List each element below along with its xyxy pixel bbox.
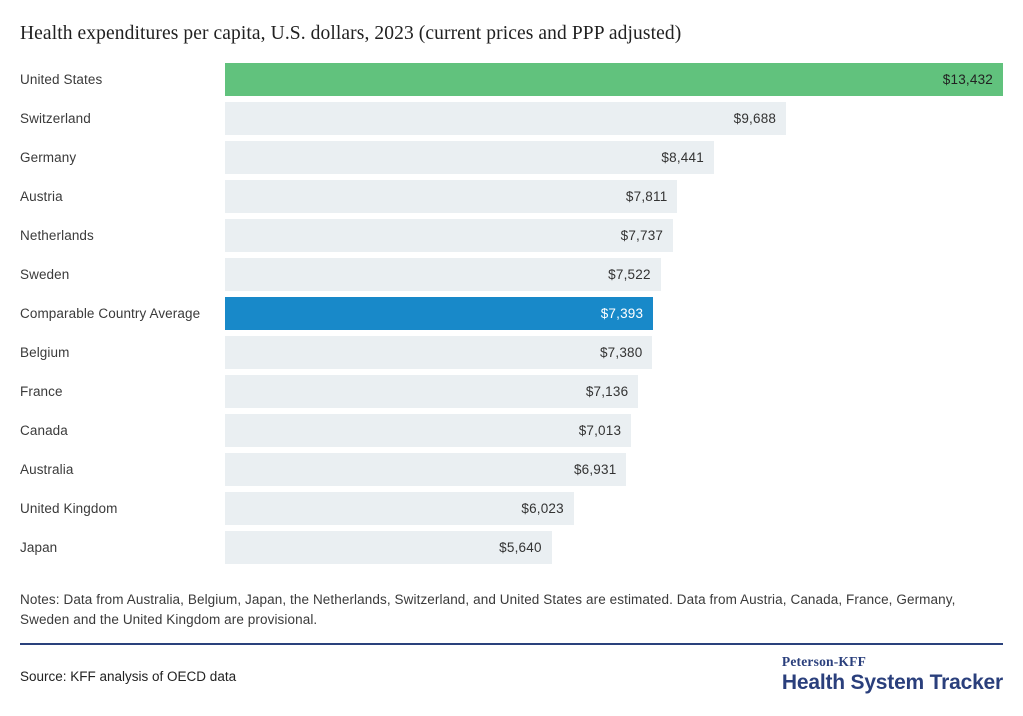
category-label: Comparable Country Average — [20, 306, 201, 321]
chart-row: Australia $6,931 — [20, 450, 1003, 489]
bar-value-label: $6,931 — [573, 462, 617, 477]
chart-row: United States $13,432 — [20, 60, 1003, 99]
source-text: Source: KFF analysis of OECD data — [20, 668, 237, 684]
bar-value-label: $9,688 — [733, 111, 777, 126]
logo-line2: Health System Tracker — [781, 671, 1003, 695]
bar-value-label: $7,013 — [578, 423, 622, 438]
category-label: Sweden — [20, 267, 70, 282]
bar-chart: United States $13,432 Switzerland $9,688… — [20, 60, 1003, 567]
bar[interactable]: $8,441 — [225, 141, 714, 174]
bar-track: $6,931 — [225, 453, 1003, 486]
bar-value-label: $13,432 — [942, 72, 993, 87]
category-label: United States — [20, 72, 103, 87]
logo-line1: Peterson-KFF — [781, 653, 867, 669]
chart-row: Austria $7,811 — [20, 177, 1003, 216]
chart-footer: Source: KFF analysis of OECD data Peters… — [20, 653, 1003, 695]
category-label: Switzerland — [20, 111, 91, 126]
bar-value-label: $6,023 — [521, 501, 564, 516]
category-label: Japan — [20, 540, 58, 555]
peterson-kff-logo: Peterson-KFF Health System Tracker — [781, 653, 1003, 695]
category-label: United Kingdom — [20, 501, 118, 516]
chart-row: Sweden $7,522 — [20, 255, 1003, 294]
bar-track: $5,640 — [225, 531, 1003, 564]
bar-track: $7,522 — [225, 258, 1003, 291]
chart-row: Comparable Country Average $7,393 — [20, 294, 1003, 333]
chart-row: France $7,136 — [20, 372, 1003, 411]
bar-track: $7,380 — [225, 336, 1003, 369]
bar[interactable]: $7,737 — [225, 219, 674, 252]
bar-value-label: $7,811 — [625, 189, 668, 204]
bar-track: $7,811 — [225, 180, 1003, 213]
bar-track: $7,136 — [225, 375, 1003, 408]
category-label: France — [20, 384, 63, 399]
bar[interactable]: $7,393 — [225, 297, 654, 330]
bar[interactable]: $7,013 — [225, 414, 632, 447]
category-label: Germany — [20, 150, 77, 165]
chart-title: Health expenditures per capita, U.S. dol… — [20, 23, 682, 44]
bar[interactable]: $6,931 — [225, 453, 627, 486]
bar-track: $13,432 — [225, 63, 1003, 96]
bar-track: $8,441 — [225, 141, 1003, 174]
category-label: Austria — [20, 189, 63, 204]
bar-value-label: $5,640 — [499, 540, 542, 555]
category-label: Belgium — [20, 345, 70, 360]
bar[interactable]: $7,380 — [225, 336, 653, 369]
bar-track: $7,737 — [225, 219, 1003, 252]
bar-value-label: $8,441 — [661, 150, 704, 165]
bar-track: $7,393 — [225, 297, 1003, 330]
bar[interactable]: $7,522 — [225, 258, 661, 291]
bar-track: $9,688 — [225, 102, 1003, 135]
bar-value-label: $7,393 — [600, 306, 644, 321]
footer-divider — [20, 642, 1003, 645]
bar-value-label: $7,136 — [585, 384, 629, 399]
category-label: Australia — [20, 462, 74, 477]
bar[interactable]: $7,811 — [225, 180, 678, 213]
bar-value-label: $7,522 — [608, 267, 651, 282]
bar[interactable]: $13,432 — [225, 63, 1003, 96]
chart-row: Germany $8,441 — [20, 138, 1003, 177]
category-label: Netherlands — [20, 228, 94, 243]
chart-row: Switzerland $9,688 — [20, 99, 1003, 138]
bar[interactable]: $7,136 — [225, 375, 639, 408]
bar-track: $6,023 — [225, 492, 1003, 525]
category-label: Canada — [20, 423, 68, 438]
bar-value-label: $7,380 — [599, 345, 643, 360]
chart-notes: Notes: Data from Australia, Belgium, Jap… — [20, 592, 956, 628]
chart-row: Japan $5,640 — [20, 528, 1003, 567]
chart-row: Canada $7,013 — [20, 411, 1003, 450]
bar[interactable]: $5,640 — [225, 531, 552, 564]
bar-track: $7,013 — [225, 414, 1003, 447]
bar-value-label: $7,737 — [620, 228, 664, 243]
chart-row: United Kingdom $6,023 — [20, 489, 1003, 528]
bar[interactable]: $6,023 — [225, 492, 574, 525]
bar[interactable]: $9,688 — [225, 102, 787, 135]
chart-row: Belgium $7,380 — [20, 333, 1003, 372]
chart-row: Netherlands $7,737 — [20, 216, 1003, 255]
